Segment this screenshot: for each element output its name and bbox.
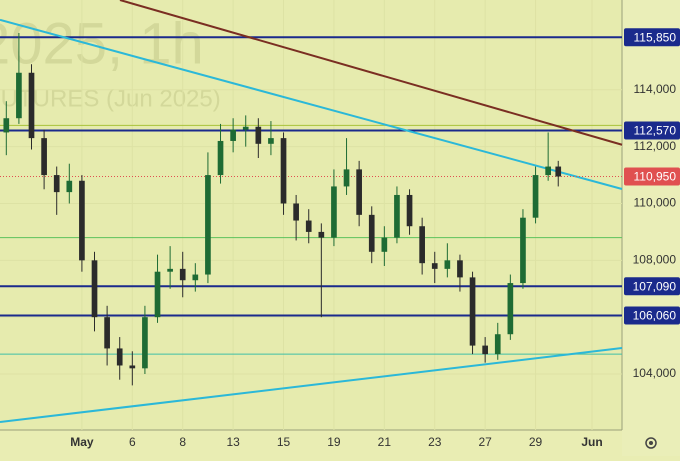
candle-body (104, 317, 110, 349)
level-label-box (624, 277, 680, 296)
candle-body (91, 260, 98, 318)
candle-body (394, 194, 400, 238)
candle-body (268, 138, 274, 144)
candles (3, 32, 562, 386)
candle-body (520, 217, 526, 284)
last-price-label: 110,950 (634, 170, 677, 184)
trend-line (119, 0, 623, 146)
candle-body (293, 203, 299, 221)
candle-body (494, 334, 501, 355)
candle-body (545, 166, 551, 176)
y-tick-label: 104,000 (633, 366, 677, 380)
level-label: 115,850 (634, 30, 677, 44)
x-tick-label: 19 (327, 435, 341, 449)
candle-body (331, 186, 337, 238)
level-label-box (624, 28, 680, 47)
candle-body (217, 140, 224, 176)
candle-body (28, 72, 35, 139)
level-label: 112,570 (634, 124, 677, 138)
candle-body (3, 118, 10, 133)
trend-line (0, 347, 623, 424)
candle-body (507, 283, 514, 335)
candle-body (41, 138, 47, 176)
last-price-box (624, 167, 680, 186)
candle-body (469, 277, 476, 346)
labels: 104,000106,000108,000110,000112,000114,0… (70, 28, 680, 449)
candle-body (230, 129, 236, 141)
candle-body (482, 345, 488, 355)
plot-area (0, 0, 622, 430)
x-tick-label: Jun (581, 435, 602, 449)
x-tick-label: 21 (378, 435, 392, 449)
x-tick-label: 29 (529, 435, 543, 449)
y-tick-label: 114,000 (634, 82, 677, 96)
candle-body (154, 271, 161, 318)
y-tick-label: 108,000 (633, 253, 677, 267)
candle-body (116, 348, 123, 366)
x-tick-label: 13 (226, 435, 240, 449)
candle-body (167, 268, 173, 272)
candle-body (368, 214, 375, 252)
candle-body (343, 169, 350, 187)
candle-body (555, 166, 562, 177)
candle-body (356, 169, 362, 215)
candle-body (179, 268, 186, 281)
candle-body (79, 180, 85, 261)
candle-body (532, 175, 539, 218)
level-label-box (624, 121, 680, 140)
candle-body (444, 260, 451, 269)
candle-body (192, 274, 199, 281)
level-label-box (624, 306, 680, 325)
candle-body (318, 231, 325, 238)
y-tick-label: 110,000 (634, 196, 677, 210)
x-tick-label: May (70, 435, 94, 449)
candle-body (142, 317, 148, 369)
candle-body (406, 194, 413, 227)
x-tick-label: 23 (428, 435, 442, 449)
x-tick-label: 27 (478, 435, 492, 449)
x-tick-label: 8 (179, 435, 186, 449)
gear[interactable] (645, 437, 657, 449)
candle-body (53, 175, 60, 193)
level-label: 107,090 (633, 279, 677, 293)
trend-line (0, 18, 623, 190)
candle-body (255, 126, 262, 144)
y-tick-label: 112,000 (634, 139, 677, 153)
candle-body (419, 226, 425, 264)
settings-icon[interactable] (645, 437, 657, 449)
candle-body (305, 220, 312, 232)
candle-body (280, 138, 287, 204)
candle-body (431, 263, 438, 269)
level-label: 106,060 (633, 309, 677, 323)
candle-body (381, 237, 388, 252)
x-tick-label: 15 (277, 435, 291, 449)
x-tick-label: 6 (129, 435, 136, 449)
price-axis (622, 0, 680, 456)
candle-body (66, 180, 73, 193)
candle-body (242, 126, 249, 130)
candle-body (129, 365, 136, 369)
candle-body (205, 175, 211, 275)
levels (0, 0, 623, 424)
gear-center[interactable] (649, 441, 653, 445)
candle-body (457, 260, 463, 278)
candle-body (16, 72, 22, 119)
